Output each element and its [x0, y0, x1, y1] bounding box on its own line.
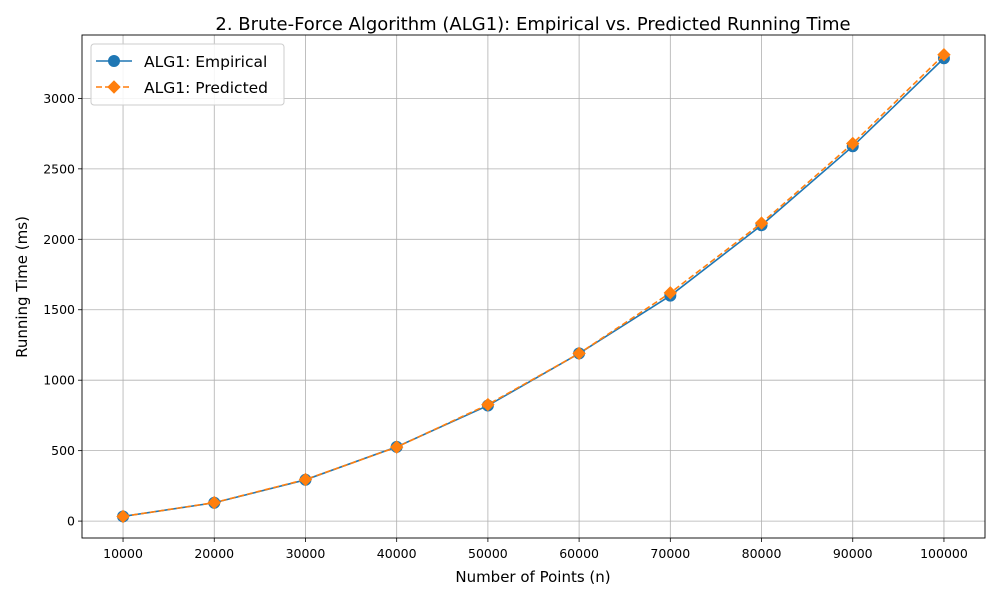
- legend-item: ALG1: Empirical: [96, 53, 267, 71]
- data-point: [116, 509, 130, 524]
- x-tick-label: 20000: [194, 546, 234, 561]
- data-point: [663, 286, 678, 300]
- series-line: [122, 54, 945, 518]
- y-tick-label: 0: [67, 514, 75, 529]
- legend-box: [90, 43, 285, 106]
- x-tick-label: 10000: [103, 546, 143, 561]
- chart-title: 2. Brute-Force Algorithm (ALG1): Empiric…: [215, 14, 850, 35]
- data-point: [389, 440, 404, 454]
- plot-frame: [81, 34, 986, 539]
- legend-label: ALG1: Predicted: [144, 79, 268, 97]
- data-point: [754, 216, 769, 230]
- x-tick-label: 60000: [559, 546, 599, 561]
- legend-marker: [108, 55, 120, 67]
- y-tick-label: 2000: [43, 232, 75, 247]
- x-tick-label: 40000: [377, 546, 417, 561]
- data-point: [572, 346, 586, 361]
- x-tick-label: 90000: [833, 546, 873, 561]
- series-2: [116, 48, 951, 524]
- x-tick-label: 50000: [468, 546, 508, 561]
- y-tick-label: 500: [51, 443, 75, 458]
- y-tick-label: 1000: [43, 373, 75, 388]
- series-1: [117, 52, 950, 523]
- legend-label: ALG1: Empirical: [144, 53, 267, 71]
- legend-marker: [107, 80, 121, 94]
- x-axis-label: Number of Points (n): [455, 568, 610, 586]
- x-tick-label: 100000: [920, 546, 968, 561]
- x-tick-label: 70000: [650, 546, 690, 561]
- data-point: [937, 48, 951, 62]
- data-point: [207, 495, 221, 510]
- legend-item: ALG1: Predicted: [96, 79, 268, 97]
- data-point: [298, 472, 313, 487]
- y-axis-label: Running Time (ms): [13, 216, 31, 358]
- y-ticks: 0 500 1000 1500 2000 2500 3000: [43, 91, 82, 529]
- data-point: [481, 397, 495, 412]
- y-tick-label: 3000: [43, 91, 75, 106]
- legend: ALG1: Empirical ALG1: Predicted: [90, 43, 285, 106]
- series-line: [122, 57, 945, 518]
- x-ticks: 10000 20000 30000 40000 50000 60000 70000 80000…: [103, 538, 968, 561]
- x-tick-label: 30000: [286, 546, 326, 561]
- x-tick-label: 80000: [742, 546, 782, 561]
- data-point: [846, 136, 860, 151]
- y-tick-label: 1500: [43, 302, 75, 317]
- grid: [82, 35, 985, 538]
- series-layer: [116, 48, 951, 524]
- y-tick-label: 2500: [43, 161, 75, 176]
